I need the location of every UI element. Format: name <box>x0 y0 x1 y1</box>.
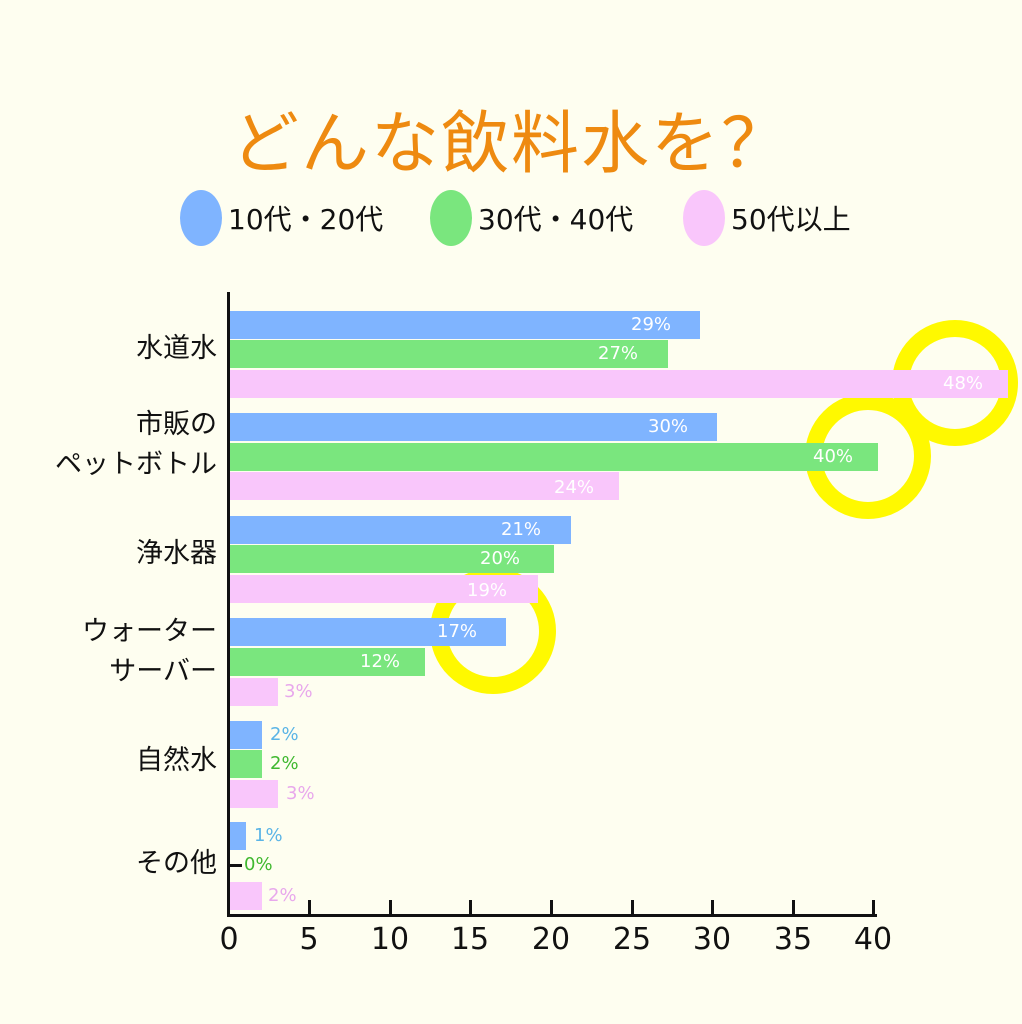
bar-value: 29% <box>631 314 672 335</box>
bar-value: 20% <box>480 548 521 569</box>
category-label-server-2: サーバー <box>109 656 217 687</box>
category-label-natural-water: 自然水 <box>136 745 217 776</box>
x-tick <box>872 900 875 916</box>
category-label-server-1: ウォーター <box>82 616 217 647</box>
bar-natural-water-10s20s <box>230 721 262 749</box>
bar-value: 48% <box>943 373 984 394</box>
x-tick-label: 35 <box>773 922 813 957</box>
x-tick-label: 15 <box>450 922 490 957</box>
bar-natural-water-50plus <box>230 780 278 808</box>
category-label-pet-bottle-2: ペットボトル <box>55 449 217 480</box>
x-tick <box>550 900 553 916</box>
bar-value: 3% <box>284 681 313 702</box>
bar-value: 24% <box>554 477 595 498</box>
category-label-purifier: 浄水器 <box>136 538 217 569</box>
legend-swatch-blue-icon <box>180 190 222 246</box>
bar-value: 0% <box>244 854 273 875</box>
bar-other-10s20s <box>230 822 246 850</box>
bar-water-server-10s20s <box>230 618 506 646</box>
bar-purifier-30s40s <box>230 545 554 573</box>
bar-value: 2% <box>270 753 299 774</box>
category-label-tap-water: 水道水 <box>136 333 217 364</box>
bar-pet-bottle-50plus <box>230 472 619 500</box>
legend-swatch-pink-icon <box>683 190 725 246</box>
bar-value: 2% <box>270 724 299 745</box>
bar-value: 21% <box>501 519 542 540</box>
x-tick-label: 25 <box>612 922 652 957</box>
bar-value: 40% <box>813 446 854 467</box>
x-tick-label: 40 <box>853 922 893 957</box>
x-tick-label: 30 <box>692 922 732 957</box>
x-tick <box>389 900 392 916</box>
bar-tap-water-30s40s <box>230 340 668 368</box>
bar-pet-bottle-10s20s <box>230 413 717 441</box>
bar-value: 12% <box>360 651 401 672</box>
chart-title: どんな飲料水を？ <box>230 105 791 184</box>
bar-value: 3% <box>286 783 315 804</box>
legend-item-30s-40s: 30代・40代 <box>430 190 633 246</box>
bar-value: 2% <box>268 885 297 906</box>
bar-purifier-50plus <box>230 575 538 603</box>
x-tick-label: 0 <box>219 922 239 957</box>
x-tick <box>792 900 795 916</box>
bar-tap-water-10s20s <box>230 311 700 339</box>
category-label-pet-bottle-1: 市販の <box>136 409 217 440</box>
legend-label: 50代以上 <box>731 203 851 236</box>
legend: 10代・20代 30代・40代 50代以上 <box>0 190 1022 250</box>
bar-value: 30% <box>648 416 689 437</box>
x-tick <box>711 900 714 916</box>
bar-purifier-10s20s <box>230 516 571 544</box>
bar-tap-water-50plus <box>230 370 1008 398</box>
category-label-other: その他 <box>136 848 217 879</box>
bar-value: 27% <box>598 343 639 364</box>
legend-label: 30代・40代 <box>478 203 634 236</box>
bar-other-50plus <box>230 882 262 910</box>
x-tick-label: 5 <box>299 922 319 957</box>
legend-item-10s-20s: 10代・20代 <box>180 190 383 246</box>
legend-swatch-green-icon <box>430 190 472 246</box>
x-tick-label: 20 <box>531 922 571 957</box>
bar-value: 1% <box>254 825 283 846</box>
bar-pet-bottle-30s40s <box>230 443 878 471</box>
legend-item-50s-plus: 50代以上 <box>683 190 851 246</box>
bar-water-server-30s40s <box>230 648 425 676</box>
x-tick <box>469 900 472 916</box>
bar-value: 17% <box>437 621 478 642</box>
y-axis <box>227 292 230 916</box>
bar-water-server-50plus <box>230 678 278 706</box>
bar-natural-water-30s40s <box>230 750 262 778</box>
legend-label: 10代・20代 <box>228 203 384 236</box>
x-tick <box>308 900 311 916</box>
x-tick-label: 10 <box>370 922 410 957</box>
x-tick <box>631 900 634 916</box>
bar-value: 19% <box>467 580 508 601</box>
bar-other-30s40s-zero <box>230 864 242 867</box>
